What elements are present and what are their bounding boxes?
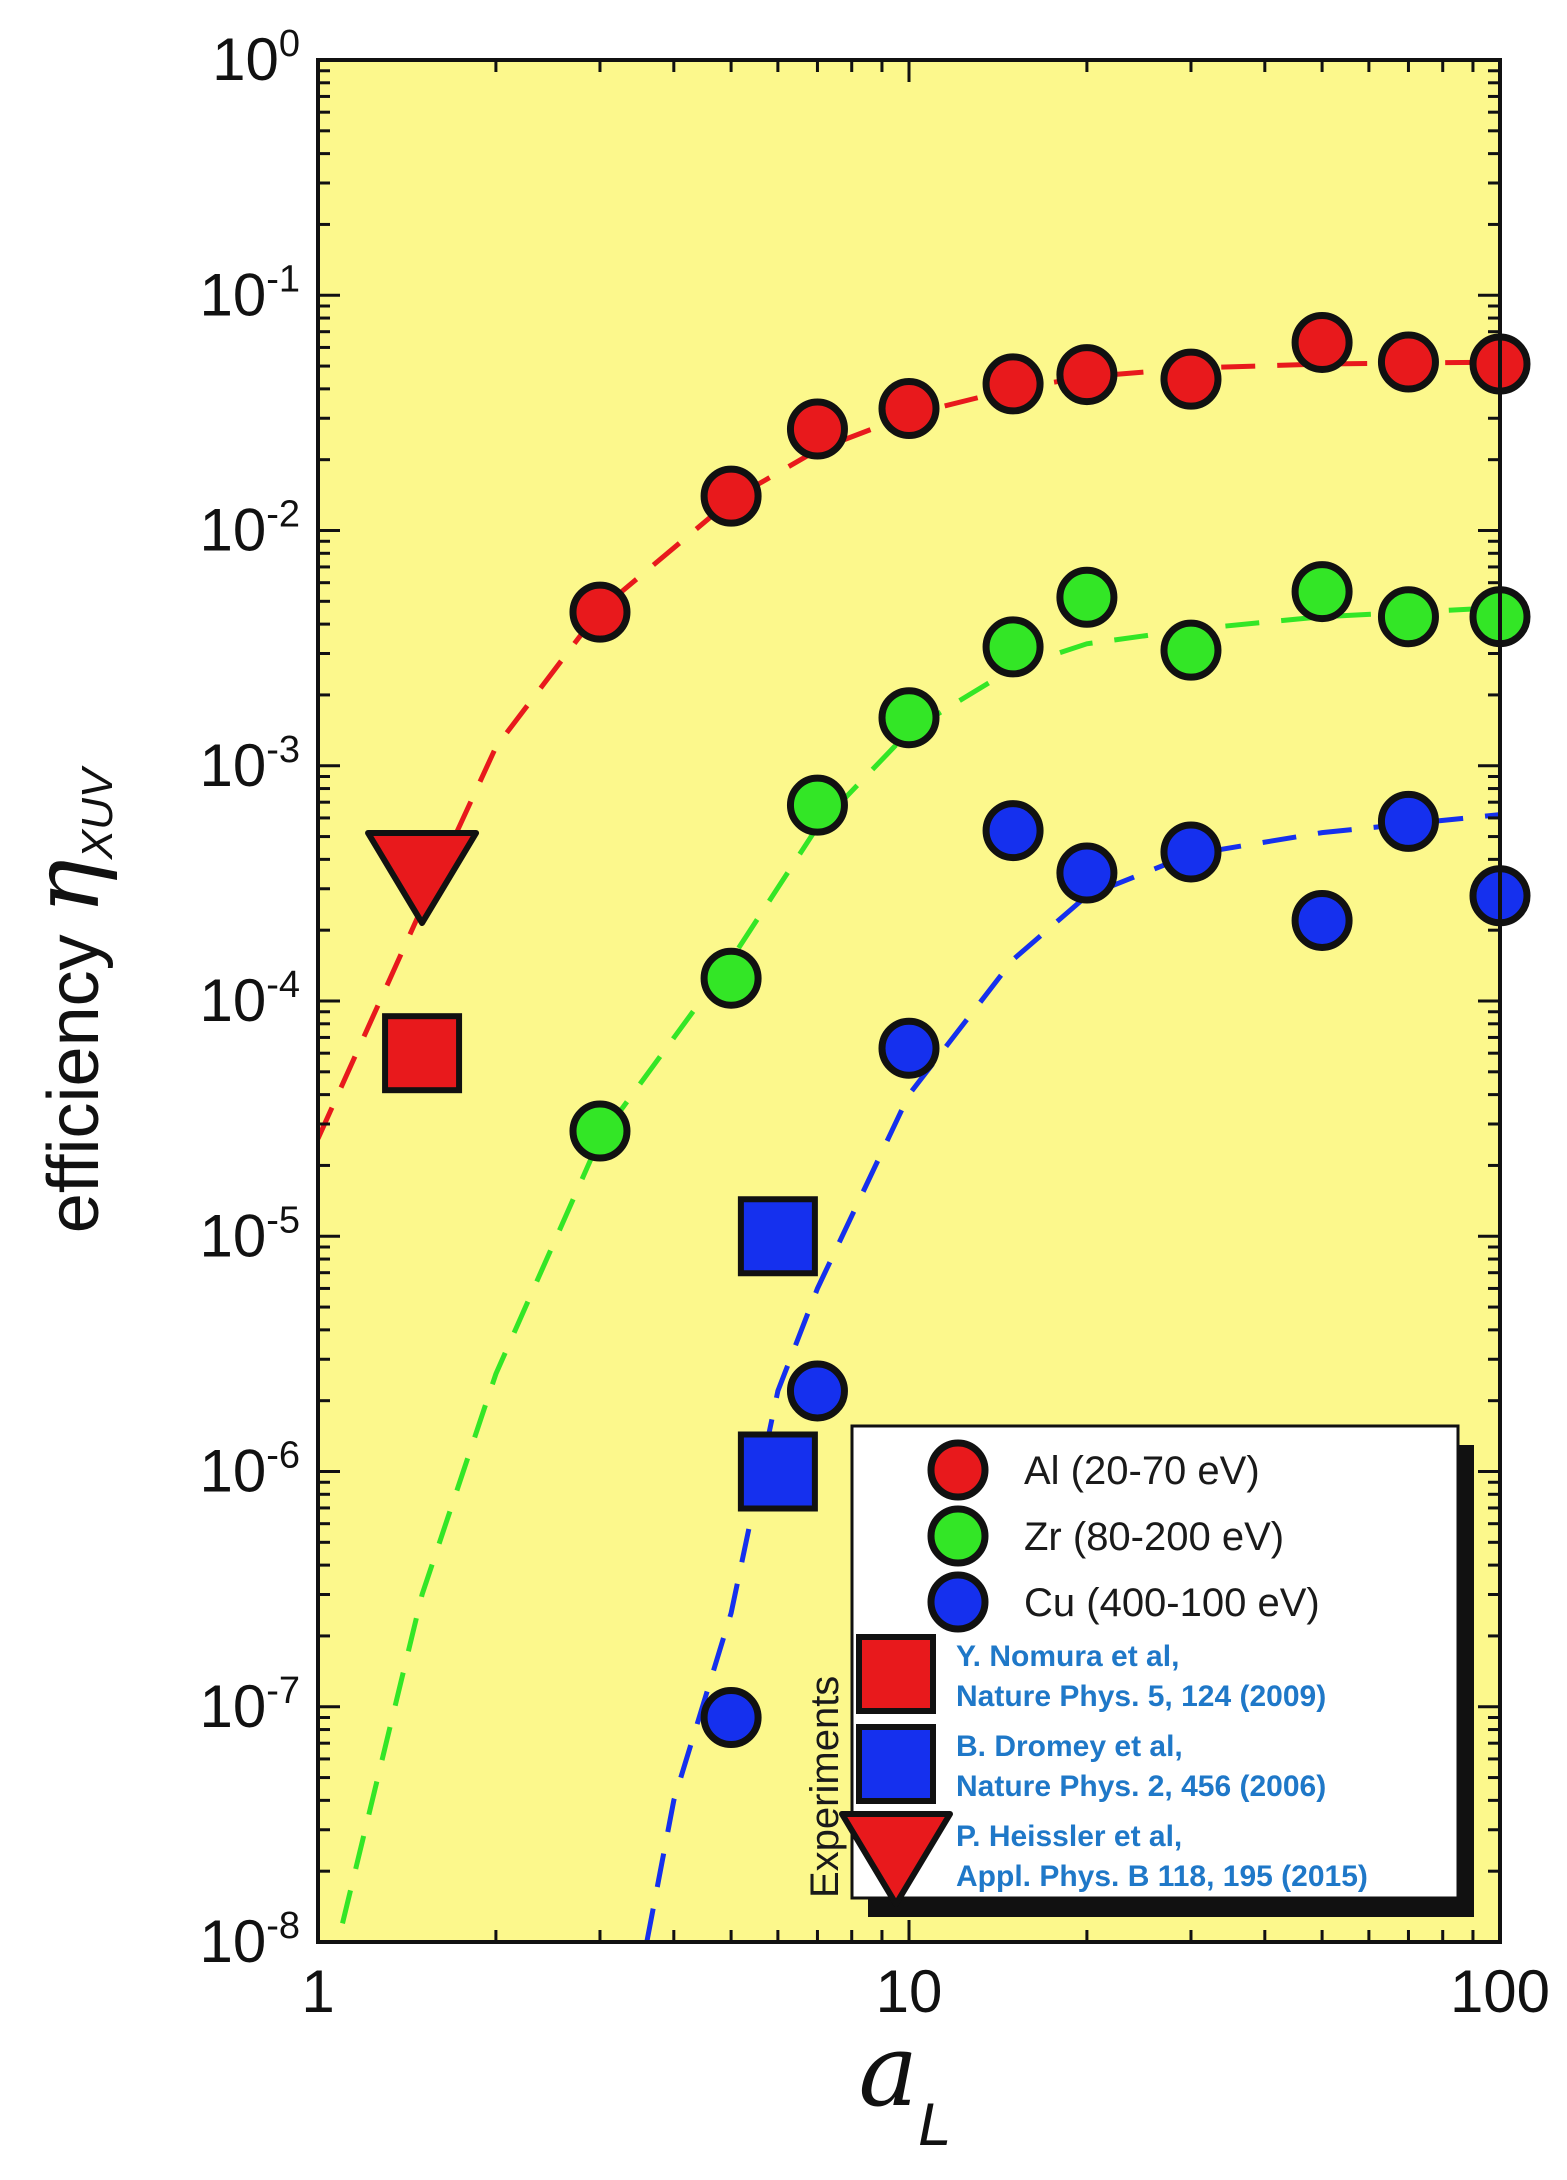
data-point-al-20-70-ev (700, 465, 762, 527)
data-point-cu-400-100-ev (1291, 889, 1353, 951)
reference-author-nomura: Y. Nomura et al, (956, 1640, 1179, 1673)
data-point-cu-400-100-ev (878, 1017, 940, 1079)
data-point-zr-80-200-ev (1377, 586, 1439, 648)
reference-journal-nomura: Nature Phys. 5, 124 (2009) (956, 1680, 1326, 1713)
data-point-al-20-70-ev (1377, 331, 1439, 393)
data-point-cu-400-100-ev (1160, 821, 1222, 883)
x-tick-label: 1 (301, 1958, 334, 2025)
data-point-zr-80-200-ev (1291, 561, 1353, 623)
experiment-marker-heissler (365, 830, 480, 927)
data-point-zr-80-200-ev (786, 774, 848, 836)
fit-curve-al-20-70-ev (318, 359, 1500, 1140)
legend-marker-zr-80-200-ev (927, 1505, 989, 1567)
data-point-cu-400-100-ev (1056, 842, 1118, 904)
reference-journal-heissler: Appl. Phys. B 118, 195 (2015) (956, 1860, 1368, 1893)
x-tick-label: 10 (876, 1958, 943, 2025)
experiment-marker-dromey (737, 1196, 818, 1277)
data-point-al-20-70-ev (878, 378, 940, 440)
data-point-zr-80-200-ev (982, 616, 1044, 678)
reference-journal-dromey: Nature Phys. 2, 456 (2006) (956, 1770, 1326, 1803)
data-point-al-20-70-ev (1291, 311, 1353, 373)
y-tick-label: 10-1 (199, 258, 300, 328)
fit-curve-zr-80-200-ev (340, 605, 1500, 1924)
legend-marker-cu-400-100-ev (927, 1571, 989, 1633)
reference-author-dromey: B. Dromey et al, (956, 1730, 1183, 1763)
data-point-cu-400-100-ev (982, 800, 1044, 862)
data-point-zr-80-200-ev (1160, 619, 1222, 681)
y-tick-label: 10-4 (199, 964, 300, 1034)
data-point-zr-80-200-ev (1056, 566, 1118, 628)
fit-curve-cu-400-100-ev (644, 812, 1500, 1942)
legend-experiments-label: Experiments (803, 1676, 847, 1898)
data-point-cu-400-100-ev (700, 1687, 762, 1749)
data-point-al-20-70-ev (569, 581, 631, 643)
reference-author-heissler: P. Heissler et al, (956, 1820, 1182, 1853)
y-axis-title: efficiency ηXUV (13, 765, 122, 1233)
legend-marker-nomura (856, 1634, 936, 1714)
y-tick-label: 100 (212, 23, 300, 93)
y-tick-label: 10-6 (199, 1435, 300, 1505)
data-point-al-20-70-ev (1160, 348, 1222, 410)
legend-marker-al-20-70-ev (927, 1439, 989, 1501)
data-point-cu-400-100-ev (786, 1360, 848, 1422)
y-tick-label: 10-5 (199, 1199, 300, 1269)
data-point-al-20-70-ev (1056, 344, 1118, 406)
legend: Experiments Al (20-70 eV) Zr (80-200 eV) C… (803, 1424, 1474, 1917)
y-tick-label: 10-7 (199, 1670, 300, 1740)
legend-marker-heissler (839, 1811, 953, 1907)
data-point-zr-80-200-ev (878, 687, 940, 749)
legend-label-cu-400-100-ev: Cu (400-100 eV) (1024, 1581, 1320, 1625)
x-axis-title: aL (859, 2012, 952, 2158)
data-point-zr-80-200-ev (700, 947, 762, 1009)
plot-frame (316, 58, 1502, 1944)
y-tick-label: 10-3 (199, 729, 300, 799)
data-point-al-20-70-ev (786, 398, 848, 460)
y-tick-label: 10-2 (199, 494, 300, 564)
legend-label-zr-80-200-ev: Zr (80-200 eV) (1024, 1515, 1284, 1559)
x-tick-label: 100 (1450, 1958, 1550, 2025)
data-point-zr-80-200-ev (569, 1100, 631, 1162)
legend-label-al-20-70-ev: Al (20-70 eV) (1024, 1449, 1260, 1493)
experiment-marker-dromey (737, 1431, 818, 1512)
data-point-cu-400-100-ev (1377, 790, 1439, 852)
y-tick-label: 10-8 (199, 1905, 300, 1975)
legend-box (850, 1424, 1460, 1900)
experiment-marker-nomura (382, 1013, 463, 1094)
legend-marker-dromey (856, 1724, 936, 1804)
data-point-al-20-70-ev (982, 353, 1044, 415)
